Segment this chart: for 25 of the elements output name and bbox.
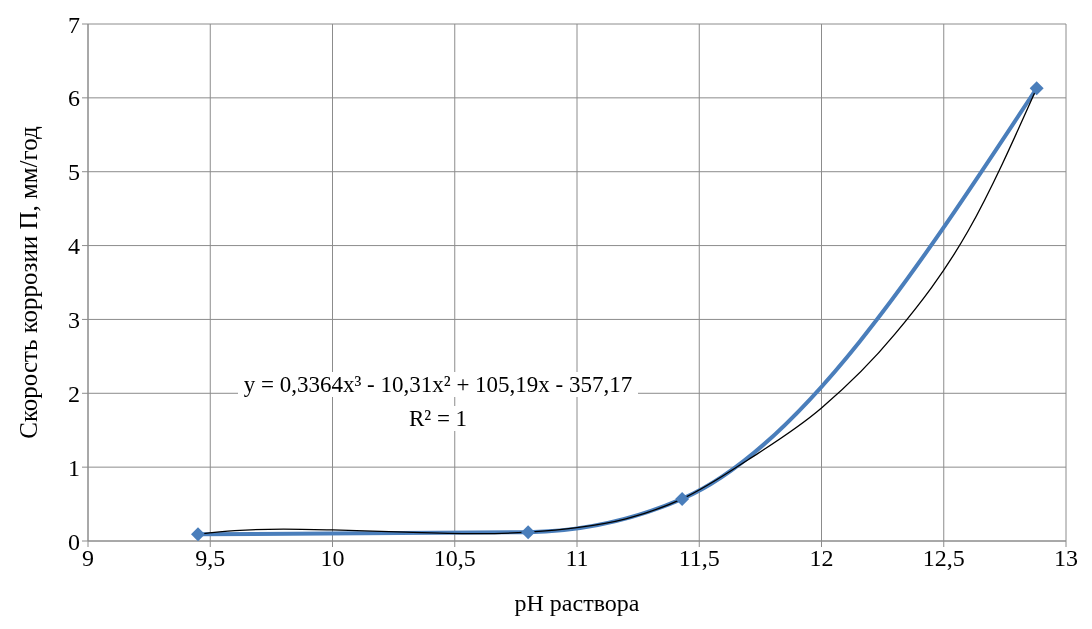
x-tick-label: 13 xyxy=(1054,545,1078,572)
x-tick-label: 10,5 xyxy=(433,545,476,572)
point xyxy=(1029,81,1044,96)
y-tick-label: 1 xyxy=(68,454,80,481)
y-tick-label: 6 xyxy=(68,85,80,112)
y-tick-label: 4 xyxy=(68,233,80,260)
y-tick-label: 5 xyxy=(68,159,80,186)
y-tick-label: 3 xyxy=(68,306,80,333)
y-tick-label: 7 xyxy=(68,11,80,38)
x-tick-label: 9,5 xyxy=(195,545,226,572)
point xyxy=(675,491,690,506)
x-tick-label: 9 xyxy=(82,545,94,572)
y-tick-label: 2 xyxy=(68,380,80,407)
point xyxy=(521,525,536,540)
y-axis-title: Скорость коррозии П, мм/год xyxy=(14,126,42,439)
x-axis-title: pH раствора xyxy=(514,590,640,616)
x-tick-label: 11,5 xyxy=(678,545,720,572)
annotation: R² = 1 xyxy=(402,406,474,431)
y-tick-label: 0 xyxy=(68,528,80,555)
x-tick-label: 10 xyxy=(320,545,345,572)
x-tick-label: 12,5 xyxy=(922,545,965,572)
point xyxy=(191,527,206,541)
x-tick-label: 12 xyxy=(809,545,834,572)
annotation: y = 0,3364x³ - 10,31x² + 105,19x - 357,17 xyxy=(237,372,639,397)
x-tick-label: 11 xyxy=(565,545,589,572)
